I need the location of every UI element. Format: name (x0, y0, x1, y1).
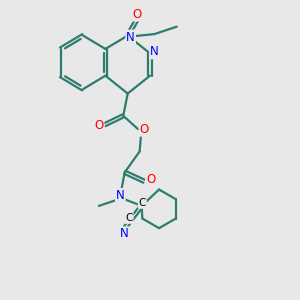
Text: N: N (120, 227, 129, 240)
Text: N: N (150, 45, 159, 58)
Text: O: O (94, 119, 104, 132)
Text: O: O (140, 123, 149, 136)
Text: O: O (146, 173, 155, 186)
Text: O: O (132, 8, 141, 21)
Text: C: C (125, 213, 133, 223)
Text: C: C (139, 198, 146, 208)
Text: N: N (116, 189, 125, 202)
Text: N: N (126, 31, 135, 44)
